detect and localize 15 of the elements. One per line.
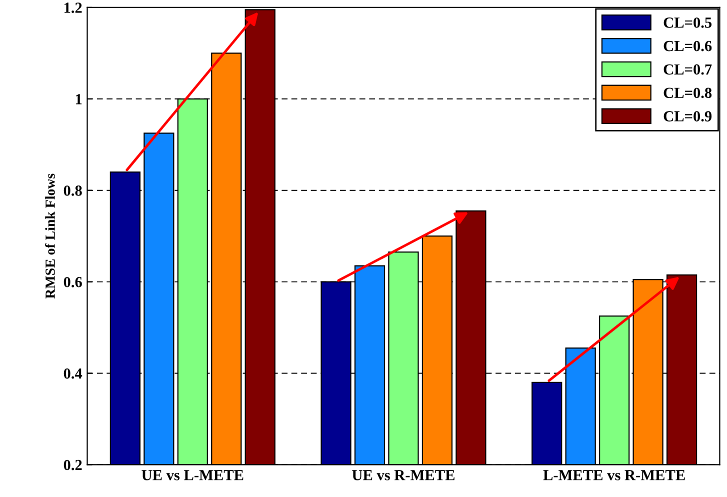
- x-tick-label: UE vs L-METE: [142, 470, 244, 480]
- x-tick-label: UE vs R-METE: [352, 470, 454, 480]
- legend-label: CL=0.6: [664, 40, 712, 52]
- x-tick-label: L-METE vs R-METE: [543, 470, 685, 480]
- y-tick-label: 1: [76, 94, 82, 104]
- legend-label: CL=0.8: [664, 88, 712, 98]
- legend-label: CL=0.9: [664, 111, 712, 122]
- y-tick-label: 0.2: [64, 460, 82, 470]
- y-tick-label: 0.4: [64, 368, 82, 379]
- legend-label: CL=0.5: [664, 17, 712, 28]
- legend-label: CL=0.7: [664, 64, 712, 75]
- y-tick-label: 0.8: [64, 185, 82, 196]
- y-axis-title: RMSE of Link Flows: [44, 174, 55, 299]
- y-tick-label: 1.2: [64, 2, 82, 13]
- y-tick-label: 0.6: [64, 276, 82, 288]
